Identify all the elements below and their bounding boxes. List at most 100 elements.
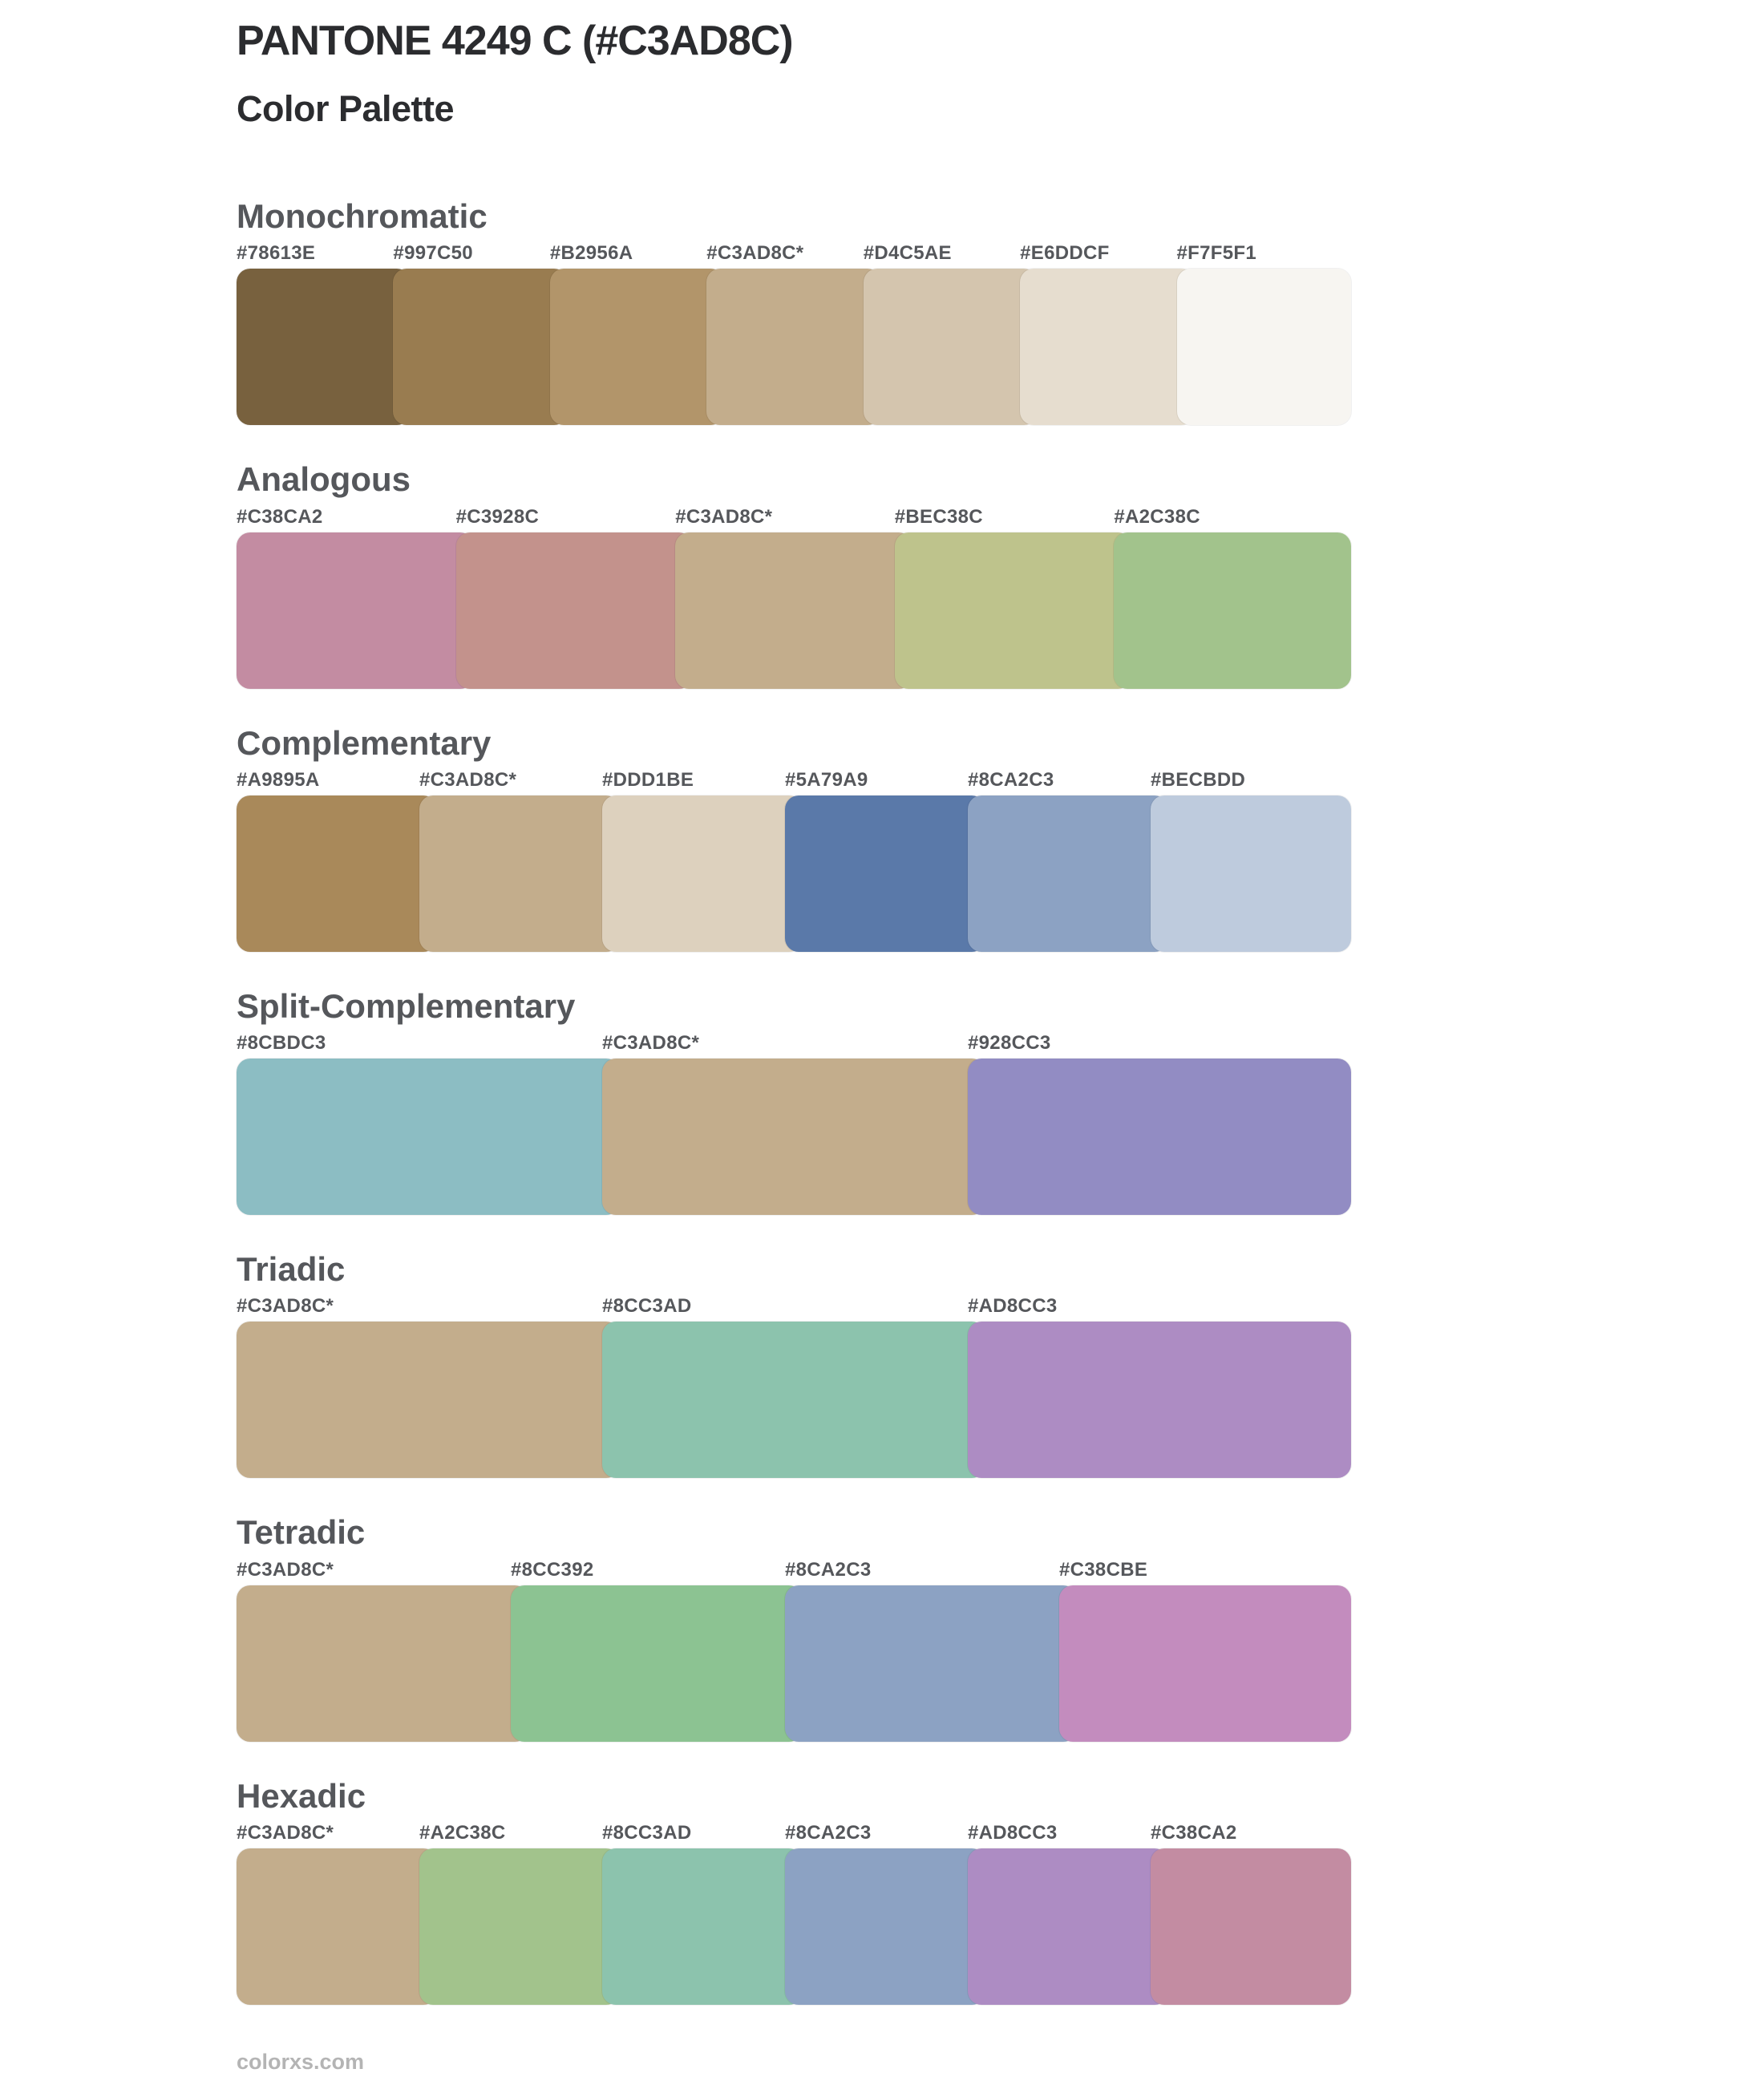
color-swatch[interactable] [785, 795, 985, 952]
swatch-hex-label: #8CC3AD [602, 1822, 692, 1844]
color-swatch[interactable] [511, 1585, 803, 1742]
swatch-labels: #C3AD8C* #8CC392 #8CA2C3 #C38CBE [237, 1558, 1351, 1581]
color-swatch[interactable] [419, 795, 620, 952]
swatch-hex-label: #E6DDCF [1020, 242, 1110, 265]
swatch-hex-label: #8CBDC3 [237, 1032, 326, 1055]
swatch-hex-label: #AD8CC3 [968, 1295, 1058, 1318]
swatch-hex-label: #C3AD8C* [237, 1822, 334, 1844]
swatch-row [237, 1322, 1351, 1479]
swatch-hex-label: #A9895A [237, 768, 320, 791]
color-swatch[interactable] [602, 1322, 985, 1479]
swatch-hex-label: #D4C5AE [863, 242, 952, 265]
palette-section: Split-Complementary #8CBDC3 #C3AD8C* #928C… [237, 987, 1351, 1216]
swatch-hex-label: #BEC38C [894, 505, 983, 528]
color-swatch[interactable] [549, 269, 725, 426]
swatch-hex-label: #C3AD8C* [237, 1295, 334, 1318]
swatch-hex-label: #8CA2C3 [785, 1822, 872, 1844]
header: PANTONE 4249 C (#C3AD8C) Color Palette [237, 20, 1764, 127]
swatch-hex-label: #78613E [237, 242, 316, 265]
palette-section: Tetradic #C3AD8C* #8CC392 #8CA2C3 #C38CBE [237, 1513, 1351, 1742]
swatch-labels: #78613E #997C50 #B2956A #C3AD8C* #D4C5AE #E6D… [237, 244, 1351, 263]
color-swatch[interactable] [393, 269, 568, 426]
color-swatch[interactable] [1020, 269, 1195, 426]
palette-sections: Monochromatic #78613E #997C50 #B2956A #C3AD… [237, 197, 1764, 2006]
swatch-hex-label: #B2956A [549, 242, 633, 265]
swatch-row [237, 795, 1351, 952]
swatch-hex-label: #C38CBE [1059, 1558, 1148, 1581]
swatch-hex-label: #DDD1BE [602, 768, 694, 791]
swatch-hex-label: #8CA2C3 [968, 768, 1054, 791]
swatch-hex-label: #8CA2C3 [785, 1558, 872, 1581]
color-swatch[interactable] [602, 1059, 985, 1216]
color-swatch[interactable] [455, 532, 694, 689]
color-swatch[interactable] [602, 795, 803, 952]
color-swatch[interactable] [237, 532, 474, 689]
swatch-hex-label: #928CC3 [968, 1032, 1051, 1055]
palette-name: Tetradic [237, 1513, 366, 1552]
color-swatch[interactable] [237, 1848, 437, 2006]
color-swatch[interactable] [968, 1322, 1351, 1479]
swatch-hex-label: #F7F5F1 [1176, 242, 1257, 265]
color-swatch[interactable] [237, 1322, 620, 1479]
color-swatch[interactable] [863, 269, 1038, 426]
swatch-hex-label: #997C50 [393, 242, 473, 265]
swatch-row [237, 269, 1351, 426]
swatch-hex-label: #A2C38C [1114, 505, 1200, 528]
palette-section: Monochromatic #78613E #997C50 #B2956A #C3AD… [237, 197, 1351, 426]
color-swatch[interactable] [1114, 532, 1351, 689]
swatch-labels: #8CBDC3 #C3AD8C* #928CC3 [237, 1034, 1351, 1053]
palette-name: Monochromatic [237, 197, 488, 235]
color-swatch[interactable] [968, 1059, 1351, 1216]
swatch-row [237, 1059, 1351, 1216]
swatch-labels: #C3AD8C* #A2C38C #8CC3AD #8CA2C3 #AD8CC3 #C38… [237, 1824, 1351, 1843]
color-swatch[interactable] [602, 1848, 803, 2006]
color-swatch[interactable] [1151, 795, 1351, 952]
swatch-hex-label: #C38CA2 [237, 505, 323, 528]
palette-name: Complementary [237, 723, 492, 762]
swatch-hex-label: #C3AD8C* [237, 1558, 334, 1581]
palette-section: Complementary #A9895A #C3AD8C* #DDD1BE #5A7… [237, 724, 1351, 952]
swatch-hex-label: #C3AD8C* [706, 242, 804, 265]
swatch-hex-label: #5A79A9 [785, 768, 868, 791]
swatch-row [237, 1585, 1351, 1742]
swatch-labels: #C38CA2 #C3928C #C3AD8C* #BEC38C #A2C38C [237, 505, 1351, 528]
swatch-hex-label: #8CC392 [511, 1558, 594, 1581]
palette-section: Analogous #C38CA2 #C3928C #C3AD8C* #BEC38C #… [237, 460, 1351, 689]
swatch-labels: #C3AD8C* #8CC3AD #AD8CC3 [237, 1297, 1351, 1316]
color-swatch[interactable] [237, 795, 437, 952]
color-swatch[interactable] [237, 1059, 620, 1216]
footer: colorxs.com [237, 2050, 1764, 2075]
page-title: PANTONE 4249 C (#C3AD8C) [237, 18, 794, 64]
color-swatch[interactable] [968, 795, 1168, 952]
site-credit: colorxs.com [237, 2050, 365, 2075]
swatch-hex-label: #A2C38C [419, 1822, 506, 1844]
color-swatch[interactable] [706, 269, 881, 426]
color-swatch[interactable] [785, 1848, 985, 2006]
palette-section: Triadic #C3AD8C* #8CC3AD #AD8CC3 [237, 1250, 1351, 1479]
swatch-row [237, 532, 1351, 689]
swatch-hex-label: #8CC3AD [602, 1295, 692, 1318]
color-swatch[interactable] [1059, 1585, 1351, 1742]
color-swatch[interactable] [237, 269, 411, 426]
swatch-hex-label: #C3AD8C* [419, 768, 517, 791]
color-swatch[interactable] [968, 1848, 1168, 2006]
swatch-hex-label: #AD8CC3 [968, 1822, 1058, 1844]
color-swatch[interactable] [1151, 1848, 1351, 2006]
swatch-hex-label: #C38CA2 [1151, 1822, 1237, 1844]
palette-name: Triadic [237, 1250, 346, 1289]
color-swatch[interactable] [1176, 269, 1351, 426]
color-swatch[interactable] [237, 1585, 528, 1742]
page-subtitle: Color Palette [237, 88, 455, 129]
color-swatch[interactable] [419, 1848, 620, 2006]
swatch-hex-label: #C3AD8C* [675, 505, 773, 528]
swatch-labels: #A9895A #C3AD8C* #DDD1BE #5A79A9 #8CA2C3 #BEC… [237, 768, 1351, 791]
swatch-hex-label: #BECBDD [1151, 768, 1246, 791]
swatch-row [237, 1848, 1351, 2006]
color-swatch[interactable] [785, 1585, 1077, 1742]
swatch-hex-label: #C3928C [455, 505, 540, 528]
color-swatch[interactable] [894, 532, 1132, 689]
color-swatch[interactable] [675, 532, 912, 689]
palette-name: Hexadic [237, 1776, 366, 1815]
palette-name: Analogous [237, 460, 411, 499]
